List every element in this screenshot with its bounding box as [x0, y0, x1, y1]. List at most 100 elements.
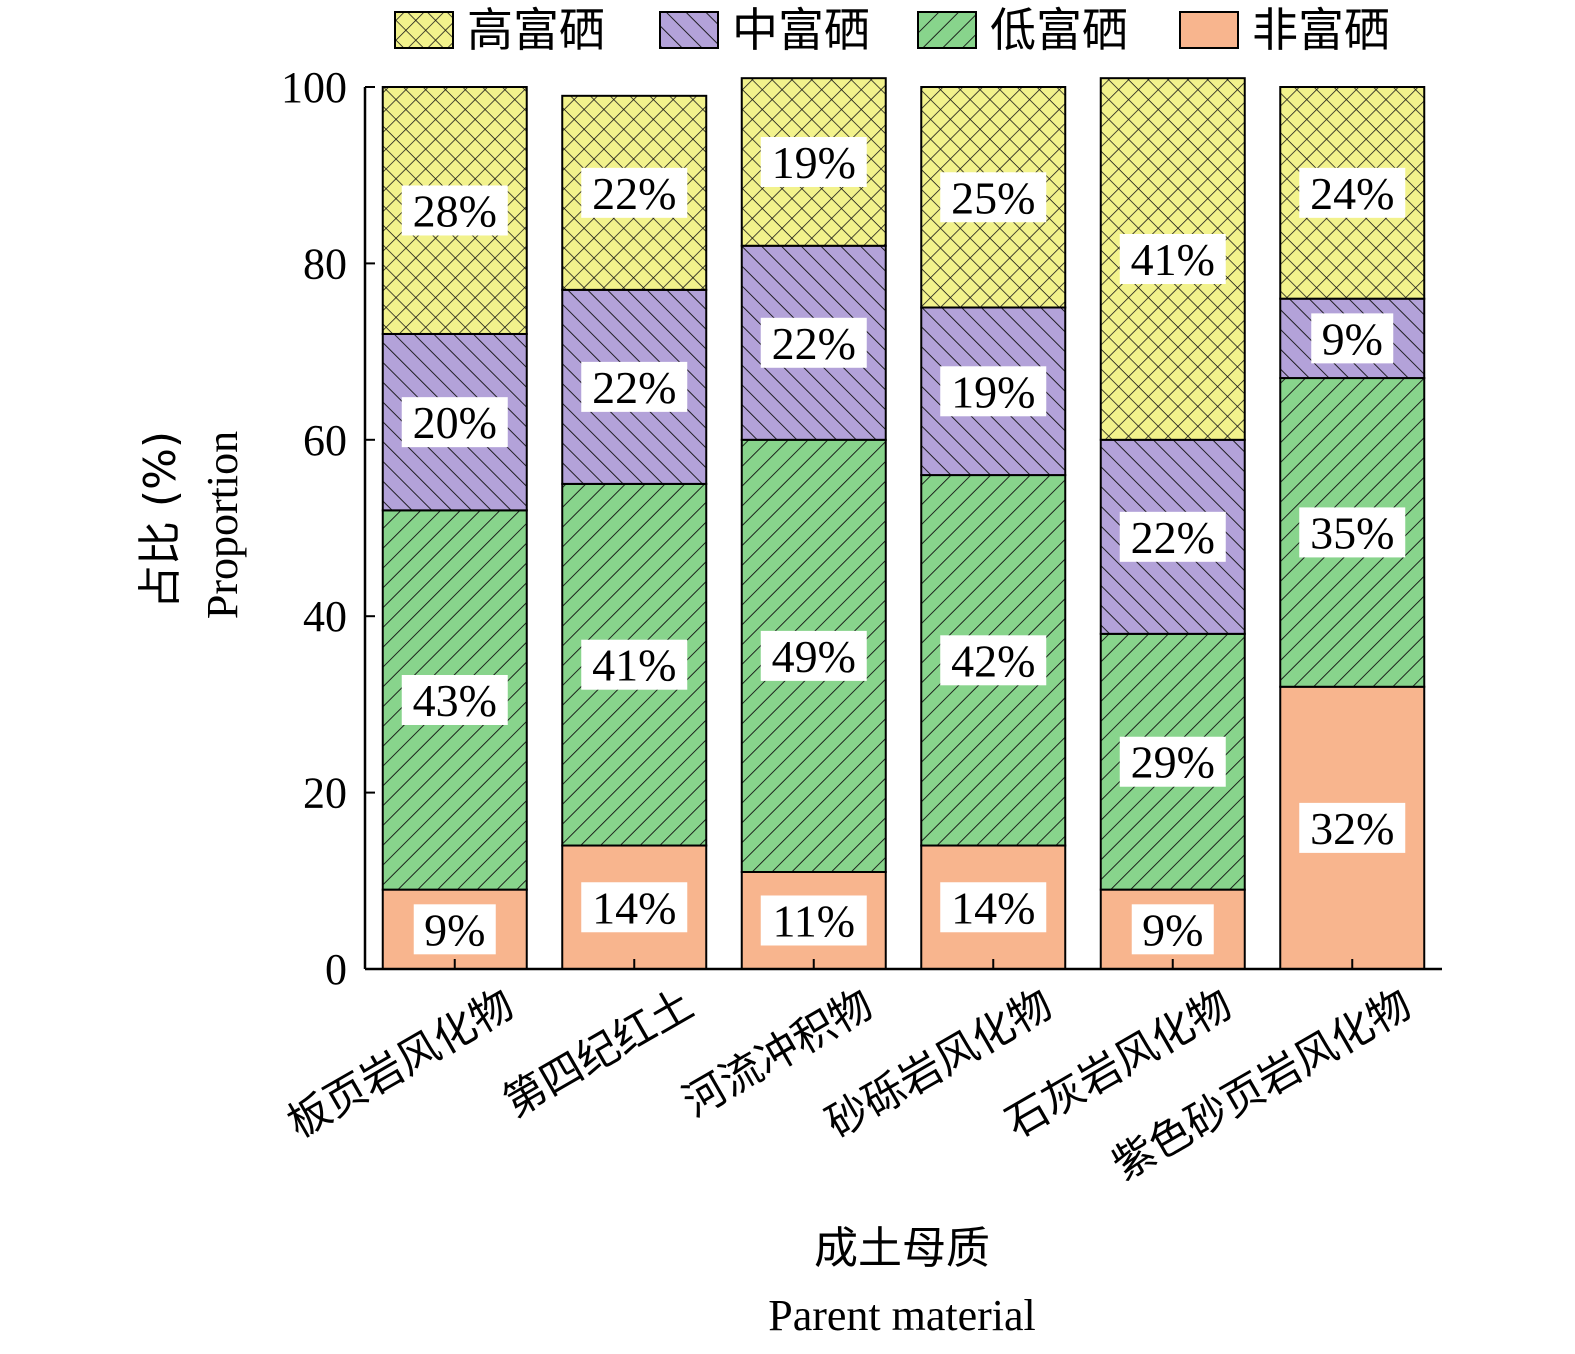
data-label-s4-c1: 28% [401, 185, 508, 236]
data-label-text: 24% [1310, 168, 1394, 219]
y-axis-title-en: Proportion [198, 431, 247, 619]
legend-item-2: 中富硒 [659, 3, 870, 57]
data-label-text: 19% [951, 366, 1035, 417]
data-label-text: 22% [1131, 512, 1215, 563]
data-label-s4-c2: 22% [581, 167, 688, 219]
data-label-s3-c2: 22% [581, 361, 688, 413]
data-label-bg [401, 397, 508, 448]
data-label-s2-c2: 41% [581, 639, 688, 691]
x-category-label-2: 第四纪红土 [495, 979, 701, 1126]
data-label-s3-c1: 20% [401, 397, 508, 448]
data-label-bg [581, 882, 688, 933]
data-label-bg [581, 167, 688, 218]
y-tick-label-0: 0 [325, 945, 347, 994]
legend-item-1: 高富硒 [394, 3, 605, 57]
legend-swatch-outline [917, 11, 977, 49]
data-label-bg [1131, 904, 1214, 955]
data-label-text: 9% [424, 904, 485, 955]
y-axis-title-zh: 占比 (%) [135, 431, 186, 609]
bar-segment-outline-s4-c4 [920, 86, 1067, 309]
bar-segment-outline-s4-c3 [740, 77, 887, 247]
data-label-bg [1299, 167, 1406, 218]
x-category-label-6: 紫色砂页岩风化物 [1104, 979, 1419, 1189]
x-axis-title-en: Parent material [768, 1291, 1036, 1340]
data-label-text: 43% [413, 675, 497, 726]
data-label-bg [760, 136, 867, 187]
data-label-bg [1311, 313, 1394, 364]
bar-segment-outline-s4-c5 [1099, 77, 1246, 441]
x-category-label-1: 板页岩风化物 [279, 979, 522, 1147]
y-tick-label-60: 60 [303, 416, 347, 465]
data-label-s1-c6: 32% [1299, 802, 1406, 854]
data-label-bg [1119, 736, 1226, 787]
legend: 高富硒 中富硒 低富硒 非富硒 [394, 3, 1390, 57]
legend-swatch-outline [1179, 11, 1239, 49]
data-label-text: 19% [772, 137, 856, 188]
data-label-s3-c3: 22% [760, 317, 867, 369]
data-labels: 9% 43% 20% 28% 14% 41% 22% 22% 11% 49% 22% 19% 14% 42… [401, 136, 1406, 955]
bar-stack-2 [561, 94, 708, 971]
bar-stacks [381, 77, 1426, 971]
data-label-s3-c5: 22% [1119, 511, 1226, 563]
data-label-text: 25% [951, 172, 1035, 223]
data-label-s2-c1: 43% [401, 674, 508, 726]
legend-label: 低富硒 [990, 3, 1128, 57]
data-label-text: 9% [1322, 313, 1383, 364]
data-label-text: 22% [772, 318, 856, 369]
legend-item-3: 低富硒 [917, 3, 1128, 57]
plot-area: 9% 43% 20% 28% 14% 41% 22% 22% 11% 49% 22% 19% 14% 42… [279, 63, 1442, 1190]
legend-label: 高富硒 [467, 3, 605, 57]
data-label-s1-c5: 9% [1131, 904, 1214, 955]
y-ticks: 0 20 40 60 80 100 [281, 63, 375, 994]
data-label-bg [1299, 802, 1406, 853]
data-label-text: 14% [951, 882, 1035, 933]
data-label-bg [413, 904, 496, 955]
y-tick-label-80: 80 [303, 239, 347, 288]
data-label-text: 22% [592, 362, 676, 413]
data-label-s1-c3: 11% [760, 895, 867, 946]
legend-swatch [1180, 12, 1238, 48]
y-tick-label-20: 20 [303, 769, 347, 818]
bar-segment-outline-s4-c6 [1279, 86, 1426, 300]
data-label-bg [760, 317, 867, 368]
legend-swatch-hatch [660, 12, 718, 48]
data-label-text: 22% [592, 168, 676, 219]
data-label-bg [1299, 507, 1406, 558]
bar-segment-outline-s4-c1 [381, 86, 528, 335]
bar-stack-3 [740, 77, 887, 970]
data-label-s1-c2: 14% [581, 882, 688, 933]
data-label-text: 32% [1310, 803, 1394, 854]
data-label-s2-c3: 49% [760, 630, 867, 682]
data-label-s1-c1: 9% [413, 904, 496, 955]
y-tick-label-40: 40 [303, 592, 347, 641]
legend-swatch-hatch [918, 12, 976, 48]
data-label-text: 11% [772, 895, 855, 946]
x-axis-title-zh: 成土母质 [814, 1223, 990, 1274]
legend-item-4: 非富硒 [1179, 3, 1390, 57]
data-label-text: 35% [1310, 507, 1394, 558]
data-label-text: 28% [413, 185, 497, 236]
legend-swatch-outline [659, 11, 719, 49]
data-label-s4-c4: 25% [940, 172, 1047, 223]
data-label-bg [1119, 233, 1226, 284]
data-label-s2-c6: 35% [1299, 507, 1406, 558]
data-label-bg [401, 185, 508, 236]
data-label-text: 41% [592, 640, 676, 691]
data-label-s4-c5: 41% [1119, 233, 1226, 285]
legend-swatch-hatch [395, 12, 453, 48]
data-label-bg [760, 895, 867, 946]
bar-segment-outline-s4-c2 [561, 94, 708, 291]
data-label-s3-c4: 19% [940, 366, 1047, 417]
y-tick-label-100: 100 [281, 63, 347, 112]
data-label-text: 29% [1131, 737, 1215, 788]
data-label-s4-c6: 24% [1299, 167, 1406, 219]
data-label-text: 14% [592, 882, 676, 933]
data-label-bg [581, 639, 688, 690]
data-label-s3-c6: 9% [1311, 313, 1394, 364]
data-label-text: 20% [413, 397, 497, 448]
data-label-bg [940, 366, 1047, 417]
data-label-text: 9% [1142, 904, 1203, 955]
data-label-bg [940, 635, 1047, 686]
